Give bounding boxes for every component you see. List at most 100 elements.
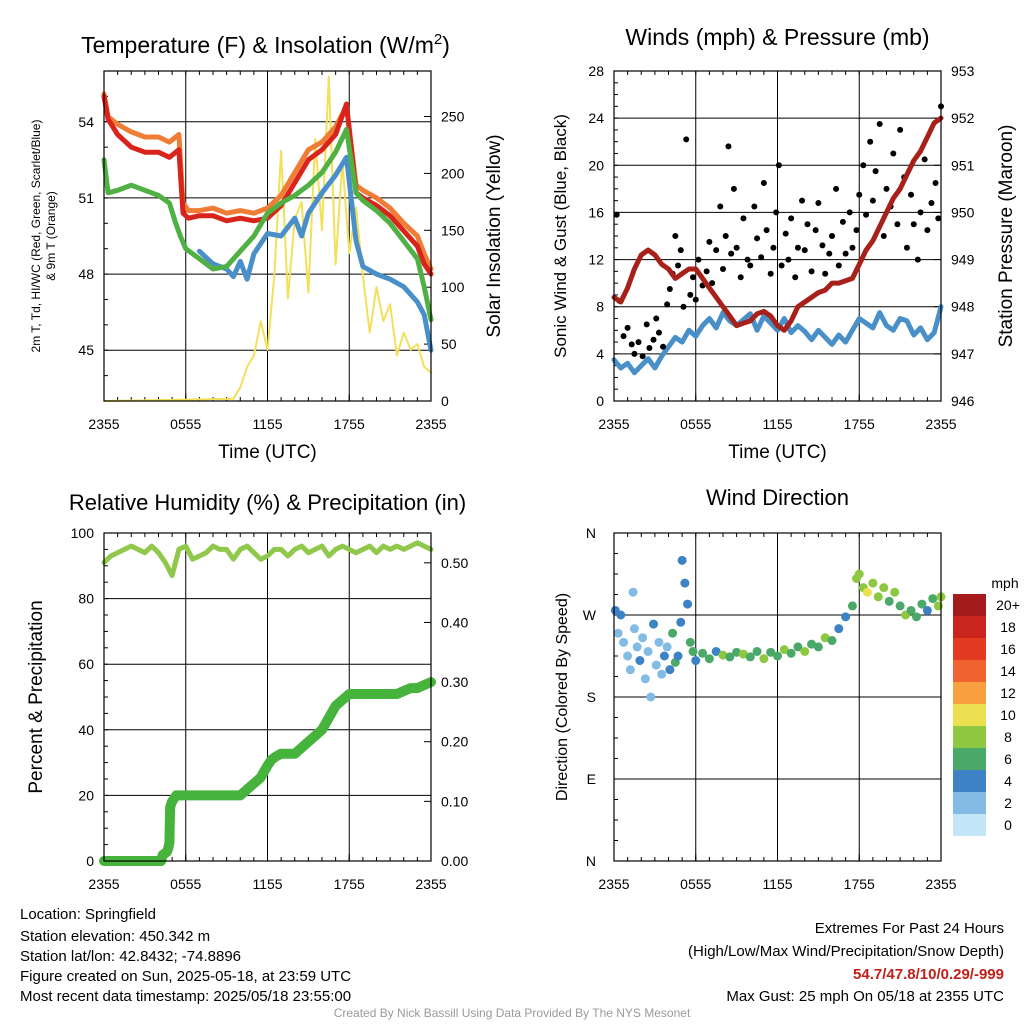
panel4-xtick-label: 0555: [680, 876, 711, 892]
panel2-frame: [613, 70, 942, 402]
panel4-direction-point: [820, 633, 830, 643]
panel1-series-temp_2m: [101, 93, 434, 277]
panel2-gust-point: [863, 211, 870, 218]
panel2-y2tick-label: 946: [951, 393, 975, 409]
panel4-direction-point: [793, 642, 803, 652]
panel2-gust-point: [924, 227, 931, 234]
panel4-direction-point: [895, 601, 905, 611]
panel4-direction-point: [632, 642, 642, 652]
panel2-gust-point: [822, 270, 829, 277]
panel1-xtick-label: 2355: [88, 416, 119, 432]
panel4-direction-point: [635, 656, 645, 666]
colorbar-label: 10: [1000, 707, 1016, 723]
panel3-y2tick-label: 0.10: [441, 793, 468, 809]
panel4-direction-point: [623, 651, 633, 661]
panel4-direction-point: [616, 610, 626, 620]
panel1-y2tick-label: 50: [441, 336, 457, 352]
panel2-gust-point: [903, 244, 910, 251]
panel1-y2label: Solar Insolation (Yellow): [484, 134, 505, 337]
info-latlon: Station lat/lon: 42.8432; -74.8896: [20, 948, 242, 965]
panel4-direction-point: [718, 650, 728, 660]
panel2-y2tick-label: 953: [951, 63, 975, 79]
panel2-gust-point: [747, 262, 754, 269]
panel1-ytick-label: 54: [78, 114, 94, 130]
panel3-title: Relative Humidity (%) & Precipitation (i…: [69, 490, 466, 515]
panel3-y2tick-label: 0.30: [441, 674, 468, 690]
panel2-gust-point: [675, 262, 682, 269]
panel2-gust-point: [856, 191, 863, 198]
panel4-direction-point: [665, 665, 675, 675]
panel2-gust-point: [829, 233, 835, 239]
panel2-gust-point: [860, 162, 867, 169]
extremes-subtitle: (High/Low/Max Wind/Precipitation/Snow De…: [688, 943, 1004, 960]
panel4-direction-point: [922, 605, 932, 615]
credit-line: Created By Nick Bassill Using Data Provi…: [333, 1006, 691, 1020]
panel4-direction-point: [654, 637, 664, 647]
panel2-gust-point: [703, 268, 710, 275]
panel2-xtick-label: 0555: [680, 416, 711, 432]
panel2-gust-point: [730, 185, 737, 192]
colorbar-label: 2: [1004, 795, 1012, 811]
panel4-frame: [613, 532, 942, 862]
colorbar-swatch: [953, 660, 986, 682]
panel2-gust-point: [872, 168, 879, 175]
panel2-y2tick-label: 951: [951, 157, 975, 173]
panel3-y2tick-label: 0.00: [441, 853, 468, 869]
panel1-frame: [103, 70, 432, 402]
panel3-xtick-label: 2355: [415, 876, 446, 892]
extremes-gust: Max Gust: 25 mph On 05/18 at 2355 UTC: [726, 988, 1004, 1005]
panel2-xtick-label: 2355: [925, 416, 956, 432]
colorbar-swatch: [953, 792, 986, 814]
panel2-gust-point: [910, 221, 917, 228]
panel2-gust-point: [653, 315, 660, 322]
panel2-gust-point: [717, 203, 724, 210]
panel1-title-close: ): [442, 32, 450, 58]
extremes-title: Extremes For Past 24 Hours: [814, 920, 1004, 937]
panel4-direction-point: [688, 646, 698, 656]
panel2-gust-point: [660, 343, 667, 350]
panel2-gust-point: [720, 266, 726, 272]
panel4-direction-point: [847, 601, 857, 611]
colorbar-swatch: [953, 704, 986, 726]
panel2-gust-point: [914, 256, 921, 263]
panel2-y2tick-label: 950: [951, 204, 975, 220]
panel2-gust-point: [620, 333, 627, 340]
panel4-direction-point: [786, 648, 796, 658]
panel4-direction-point: [862, 587, 872, 597]
colorbar-label: 4: [1004, 773, 1012, 789]
panel2-title: Winds (mph) & Pressure (mb): [625, 24, 929, 50]
panel1-series-hi_wc: [196, 154, 434, 353]
panel2-gust-point: [687, 291, 694, 298]
panel2-xlabel: Time (UTC): [728, 442, 827, 463]
panel4-direction-point: [643, 646, 653, 656]
panel2-gust-point: [778, 262, 785, 269]
panel1-series-temp_9m: [101, 91, 434, 272]
panel2-series-pressure: [611, 115, 944, 333]
panel2-gust-point: [624, 324, 631, 331]
panel4-direction-point: [807, 639, 817, 649]
panel2-gust-point: [631, 350, 638, 357]
panel3-ytick-label: 20: [78, 787, 94, 803]
panel2-gust-point: [792, 274, 799, 281]
colorbar-label: 12: [1000, 685, 1016, 701]
panel4-direction-point: [834, 624, 844, 634]
panel4-ytick-label: N: [586, 525, 596, 541]
panel2-gust-point: [680, 303, 687, 310]
panel3-ytick-label: 40: [78, 722, 94, 738]
panel2-y2tick-label: 952: [951, 110, 975, 126]
panel2-gust-point: [650, 336, 657, 343]
colorbar-swatch: [953, 594, 986, 616]
panel1-xtick-label: 2355: [415, 416, 446, 432]
panel3-ytick-label: 80: [78, 591, 94, 607]
panel4-direction-point: [651, 660, 661, 670]
panel4-direction-point: [619, 637, 629, 647]
panel4-direction-point: [646, 692, 656, 702]
panel3-series-rh: [101, 540, 434, 579]
panel4-direction-point: [711, 646, 721, 656]
panel4-direction-point: [873, 592, 883, 602]
colorbar-unit: mph: [991, 575, 1018, 591]
panel4-direction-point: [884, 596, 894, 606]
panel2-y2tick-label: 948: [951, 299, 975, 315]
panel4-direction-point: [662, 642, 672, 652]
panel2-y2tick-label: 949: [951, 252, 975, 268]
